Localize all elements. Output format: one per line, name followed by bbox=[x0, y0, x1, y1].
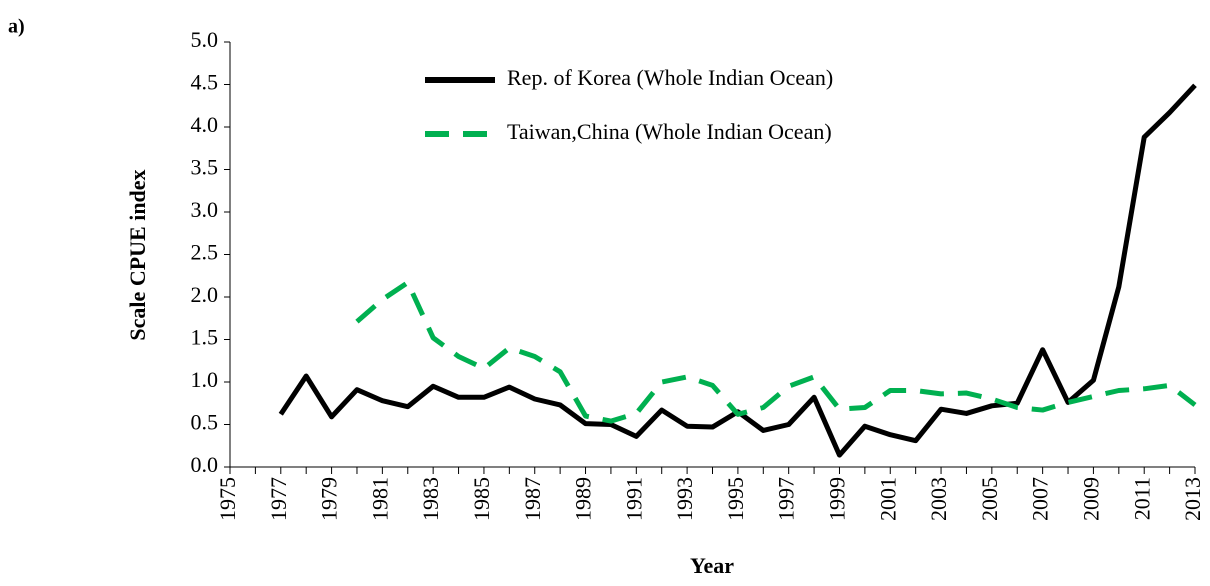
y-tick-label: 3.0 bbox=[191, 197, 219, 222]
x-tick-label: 2005 bbox=[977, 477, 1002, 521]
x-tick-label: 1987 bbox=[520, 477, 545, 521]
x-tick-label: 2003 bbox=[926, 477, 951, 521]
y-tick-label: 2.5 bbox=[191, 240, 219, 265]
legend-label: Taiwan,China (Whole Indian Ocean) bbox=[507, 119, 832, 144]
x-tick-label: 2013 bbox=[1180, 477, 1205, 521]
panel-label: a) bbox=[8, 16, 25, 38]
x-tick-label: 2001 bbox=[875, 477, 900, 521]
x-tick-label: 1995 bbox=[723, 477, 748, 521]
y-tick-label: 4.5 bbox=[191, 70, 219, 95]
y-tick-label: 1.0 bbox=[191, 367, 219, 392]
x-tick-label: 1981 bbox=[367, 477, 392, 521]
x-tick-label: 1991 bbox=[621, 477, 646, 521]
y-tick-label: 3.5 bbox=[191, 155, 219, 180]
x-axis-title: Year bbox=[690, 553, 734, 578]
x-tick-label: 1989 bbox=[571, 477, 596, 521]
x-tick-label: 1999 bbox=[825, 477, 850, 521]
y-tick-label: 1.5 bbox=[191, 325, 219, 350]
x-tick-label: 2009 bbox=[1078, 477, 1103, 521]
x-tick-label: 2007 bbox=[1028, 477, 1053, 521]
x-tick-label: 1979 bbox=[317, 477, 342, 521]
x-tick-label: 1977 bbox=[266, 477, 291, 521]
y-tick-label: 0.0 bbox=[191, 452, 219, 477]
series-line bbox=[355, 280, 1197, 424]
legend-label: Rep. of Korea (Whole Indian Ocean) bbox=[507, 65, 833, 90]
x-tick-label: 1993 bbox=[672, 477, 697, 521]
x-tick-label: 2011 bbox=[1129, 477, 1154, 520]
x-tick-label: 1975 bbox=[215, 477, 240, 521]
y-tick-label: 4.0 bbox=[191, 112, 219, 137]
x-tick-label: 1983 bbox=[418, 477, 443, 521]
x-tick-label: 1997 bbox=[774, 477, 799, 521]
y-axis-title: Scale CPUE index bbox=[125, 169, 150, 340]
x-tick-label: 1985 bbox=[469, 477, 494, 521]
y-tick-label: 0.5 bbox=[191, 410, 219, 435]
y-tick-label: 5.0 bbox=[191, 27, 219, 52]
y-tick-label: 2.0 bbox=[191, 282, 219, 307]
